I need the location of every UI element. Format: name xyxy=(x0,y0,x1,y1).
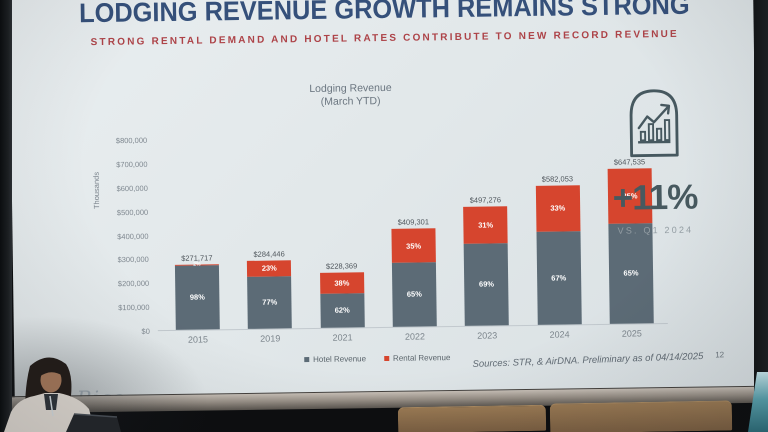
hotel-segment: 67% xyxy=(536,231,582,325)
kpi-value: +11% xyxy=(612,177,698,218)
laptop xyxy=(66,414,121,432)
presenter-face xyxy=(40,367,62,393)
rental-segment: 23% xyxy=(247,260,292,277)
photo-right-edge xyxy=(754,0,768,432)
x-tick-label: 2019 xyxy=(260,333,281,344)
rental-segment: 31% xyxy=(463,206,508,244)
segment-pct-label: 65% xyxy=(623,268,639,278)
hotel-segment: 62% xyxy=(319,293,365,328)
legend-swatch xyxy=(383,355,390,362)
rental-segment: 35% xyxy=(391,228,436,264)
rental-segment: 33% xyxy=(535,185,581,232)
presenter xyxy=(4,357,121,432)
presenter-lanyard xyxy=(49,395,54,417)
bar-total-label: $497,276 xyxy=(469,195,502,206)
segment-pct-label: 69% xyxy=(478,279,495,289)
segment-pct-label: 62% xyxy=(334,305,350,316)
rental-segment: 38% xyxy=(319,272,364,295)
arch-bar-chart-growth-icon xyxy=(629,89,679,158)
audience-chair xyxy=(549,400,733,432)
hotel-segment: 69% xyxy=(463,243,510,326)
bar-total-label: $271,717 xyxy=(181,253,213,263)
y-tick-label: $200,000 xyxy=(117,279,150,289)
bar-total-label: $409,301 xyxy=(397,217,430,228)
y-tick-label: $500,000 xyxy=(116,207,149,217)
page-number: 12 xyxy=(715,350,725,360)
bar-total-label: $582,053 xyxy=(541,174,574,184)
segment-pct-label: 23% xyxy=(261,263,277,273)
presenter-hair-fringe xyxy=(38,364,64,377)
segment-pct-label: 98% xyxy=(189,292,205,303)
y-axis-ticks: $800,000 $700,000 $600,000 $500,000 $400,000… xyxy=(91,136,150,336)
legend-swatch xyxy=(304,357,310,363)
projection-screen: LODGING REVENUE GROWTH REMAINS STRONG ST… xyxy=(9,0,759,416)
segment-pct-label: 38% xyxy=(334,278,350,288)
bar-total-label: $228,369 xyxy=(325,261,358,272)
y-tick-label: $600,000 xyxy=(116,183,148,193)
slide-title: LODGING REVENUE GROWTH REMAINS STRONG xyxy=(78,0,690,29)
legend-item: Hotel Revenue xyxy=(304,354,366,364)
x-tick-label: 2021 xyxy=(332,332,353,343)
y-tick-label: $700,000 xyxy=(116,159,148,170)
segment-pct-label: 67% xyxy=(551,273,567,283)
segment-pct-label: 77% xyxy=(262,297,278,307)
y-tick-label: $400,000 xyxy=(117,231,149,241)
hotel-segment: 65% xyxy=(608,222,654,324)
hotel-segment: 65% xyxy=(391,262,437,327)
laptop-edge xyxy=(73,413,118,418)
chart-title: Lodging Revenue (March YTD) xyxy=(110,79,590,112)
bar-2024: $582,053 33% 67% xyxy=(535,174,582,325)
kpi-block: +11% VS. Q1 2024 xyxy=(588,77,720,236)
segment-pct-label: 33% xyxy=(550,203,566,213)
x-axis-labels: 2015201920212022202320242025 xyxy=(158,328,668,345)
bar-total-label: $284,446 xyxy=(253,249,285,259)
segment-pct-label: 65% xyxy=(406,289,422,300)
bar-2019: $284,446 23% 77% xyxy=(247,249,293,329)
slide-subtitle: STRONG RENTAL DEMAND AND HOTEL RATES CON… xyxy=(90,28,679,49)
bar-2022: $409,301 35% 65% xyxy=(391,218,437,327)
y-tick-label: $300,000 xyxy=(117,255,149,265)
x-tick-label: 2024 xyxy=(549,329,570,340)
segment-pct-label: 35% xyxy=(406,241,422,251)
bar-2023: $497,276 31% 69% xyxy=(463,196,510,326)
y-tick-label: $800,000 xyxy=(115,135,148,146)
x-tick-label: 2025 xyxy=(621,328,642,339)
y-tick-label: $100,000 xyxy=(118,302,150,313)
audience-chair xyxy=(397,404,547,432)
bar-2021: $228,369 38% 62% xyxy=(319,262,365,328)
kpi-caption: VS. Q1 2024 xyxy=(617,224,694,236)
hotel-segment: 77% xyxy=(247,276,293,329)
x-tick-label: 2022 xyxy=(404,331,426,342)
x-tick-label: 2023 xyxy=(477,330,498,341)
segment-pct-label: 31% xyxy=(478,220,494,230)
photo-left-edge xyxy=(0,0,12,432)
legend-label: Hotel Revenue xyxy=(313,354,367,365)
